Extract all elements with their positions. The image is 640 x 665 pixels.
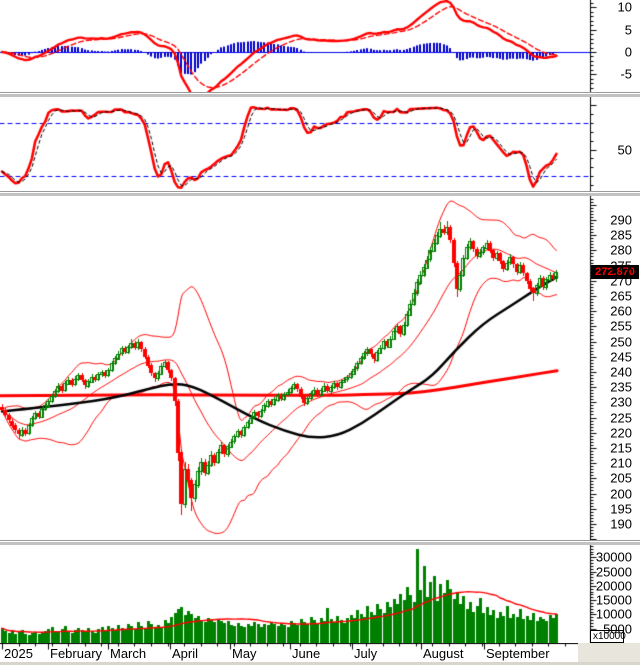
- x-axis-month-label: September: [486, 646, 550, 661]
- macd-axis-label: -5: [620, 66, 632, 82]
- x-axis-month-label: May: [232, 646, 257, 661]
- price-axis-label: 285: [610, 227, 632, 243]
- x-axis-month-label: 2025: [4, 646, 33, 661]
- price-axis-label: 275: [610, 258, 632, 274]
- price-axis-label: 195: [610, 501, 632, 517]
- price-panel-canvas[interactable]: [0, 196, 640, 540]
- stochastic-axis-label: 50: [617, 142, 632, 158]
- volume-axis-label: 20000: [595, 578, 632, 594]
- price-axis-label: 255: [610, 318, 632, 334]
- price-axis-label: 190: [610, 516, 632, 532]
- macd-panel-canvas[interactable]: [0, 0, 640, 92]
- x-axis-month-label: February: [50, 646, 103, 661]
- last-price-label: 272.870: [595, 266, 635, 278]
- volume-multiplier-label: x10000: [593, 631, 626, 642]
- last-price-badge: 272.870: [591, 265, 639, 279]
- volume-multiplier-box: x10000: [590, 630, 626, 643]
- x-axis-month-label: August: [423, 646, 464, 661]
- price-axis-label: 210: [610, 455, 632, 471]
- volume-panel-canvas[interactable]: [0, 545, 640, 643]
- price-axis-label: 270: [610, 273, 632, 289]
- price-axis-label: 265: [610, 288, 632, 304]
- price-axis-label: 240: [610, 364, 632, 380]
- macd-axis-label: 0: [624, 44, 632, 60]
- bottom-strip: [0, 662, 640, 665]
- volume-axis-label: 15000: [595, 592, 632, 608]
- price-axis-label: 260: [610, 303, 632, 319]
- panel-splitter[interactable]: [0, 540, 640, 545]
- volume-axis-label: 25000: [595, 564, 632, 580]
- x-axis-month-label: July: [354, 646, 378, 661]
- price-axis-label: 280: [610, 242, 632, 258]
- x-axis-month-label: March: [110, 646, 147, 661]
- price-axis-label: 250: [610, 334, 632, 350]
- price-axis-label: 215: [610, 440, 632, 456]
- price-axis-label: 290: [610, 212, 632, 228]
- price-axis-label: 235: [610, 379, 632, 395]
- volume-axis-label: 10000: [595, 606, 632, 622]
- x-axis-month-label: April: [172, 646, 199, 661]
- panel-splitter[interactable]: [0, 191, 640, 196]
- volume-axis-label: 5000: [603, 621, 632, 637]
- x-axis-month-label: June: [292, 646, 321, 661]
- price-axis-label: 225: [610, 410, 632, 426]
- price-axis-label: 230: [610, 394, 632, 410]
- price-axis-label: 220: [610, 425, 632, 441]
- stochastic-panel-canvas[interactable]: [0, 97, 640, 191]
- price-axis-label: 200: [610, 486, 632, 501]
- x-axis: 2025 February March April May June July August S…: [0, 643, 640, 662]
- macd-axis-label: 5: [624, 22, 632, 38]
- price-axis-label: 205: [610, 470, 632, 486]
- axis-corner-area: [578, 643, 640, 662]
- x-axis-ticks-canvas: [0, 643, 640, 662]
- panel-splitter[interactable]: [0, 92, 640, 97]
- volume-axis-label: 30000: [595, 549, 632, 565]
- macd-axis-label: 10: [617, 0, 632, 15]
- price-axis-label: 245: [610, 349, 632, 365]
